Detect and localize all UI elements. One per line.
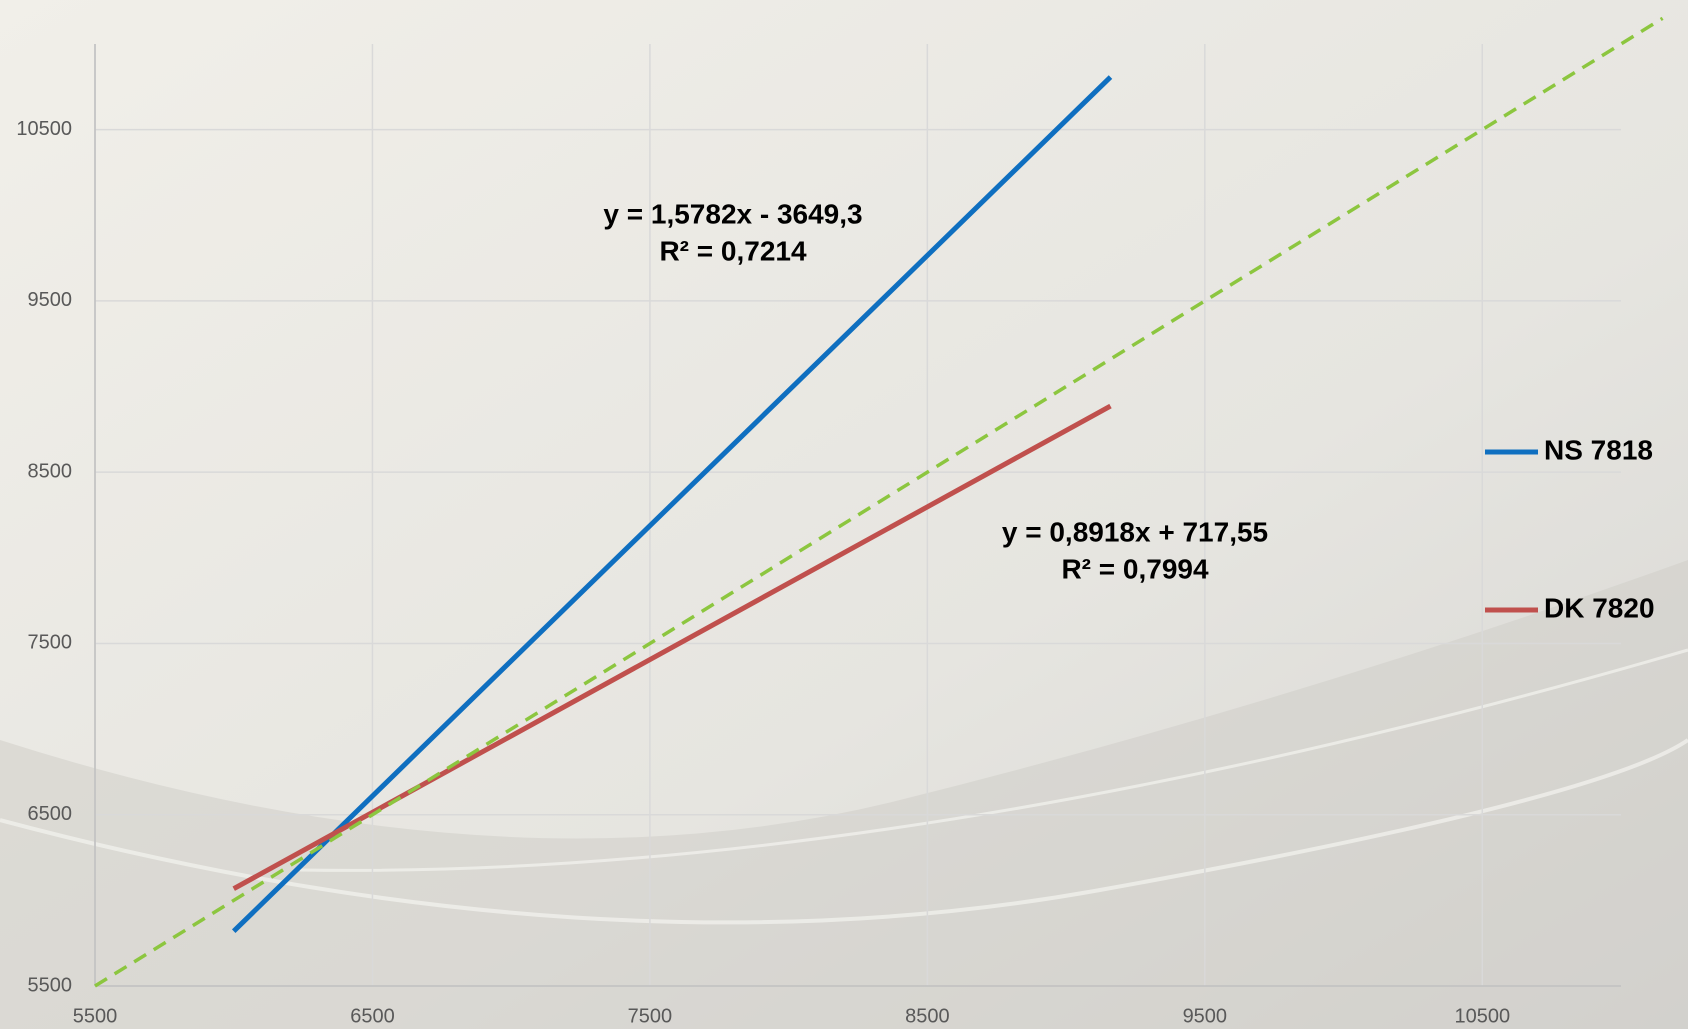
x-tick-label: 5500 bbox=[73, 1005, 118, 1027]
x-tick-label: 10500 bbox=[1454, 1005, 1510, 1027]
legend-label: DK 7820 bbox=[1544, 592, 1655, 623]
trendline-label: R² = 0,7214 bbox=[659, 235, 807, 266]
decor bbox=[0, 560, 1688, 1029]
legend-label: NS 7818 bbox=[1544, 434, 1653, 465]
series-line bbox=[94, 16, 1664, 988]
decor bbox=[0, 738, 1688, 925]
trendline-label: R² = 0,7994 bbox=[1061, 553, 1209, 584]
y-tick-label: 9500 bbox=[28, 289, 73, 311]
x-tick-label: 8500 bbox=[905, 1005, 950, 1027]
trendline-label: y = 0,8918x + 717,55 bbox=[1002, 516, 1268, 547]
decor bbox=[299, 648, 1688, 872]
y-tick-label: 6500 bbox=[28, 803, 73, 825]
y-tick-label: 5500 bbox=[28, 974, 73, 996]
series-line bbox=[231, 75, 1113, 933]
x-tick-label: 7500 bbox=[628, 1005, 673, 1027]
y-tick-label: 8500 bbox=[28, 460, 73, 482]
x-tick-label: 6500 bbox=[350, 1005, 395, 1027]
y-tick-label: 7500 bbox=[28, 632, 73, 654]
trendline-label: y = 1,5782x - 3649,3 bbox=[603, 198, 862, 229]
y-tick-label: 10500 bbox=[16, 118, 72, 140]
x-tick-label: 9500 bbox=[1183, 1005, 1228, 1027]
